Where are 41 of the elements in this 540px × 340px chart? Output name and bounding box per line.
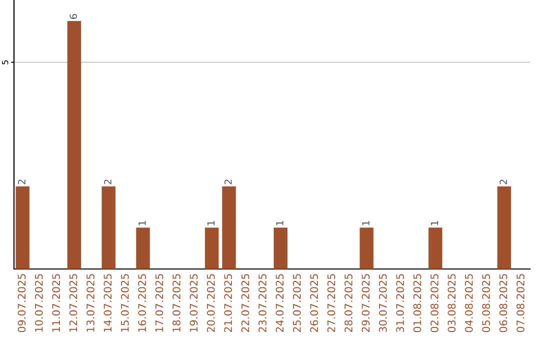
- x-tick-label: 11.07.2025: [52, 274, 60, 332]
- x-tick-label: 01.08.2025: [413, 274, 422, 332]
- x-tick-label: 21.07.2025: [224, 274, 232, 332]
- x-tick-label: 02.08.2025: [430, 274, 438, 332]
- x-tick-label: 22.07.2025: [241, 274, 250, 332]
- x-tick-label: 28.07.2025: [344, 274, 352, 332]
- x-tick-label: 16.07.2025: [138, 274, 146, 332]
- x-tick-label: 13.07.2025: [86, 274, 94, 332]
- x-tick-label: 30.07.2025: [378, 274, 387, 332]
- x-tick-label: 10.07.2025: [34, 274, 43, 332]
- data-label: 2: [104, 180, 112, 184]
- data-label: 2: [224, 180, 232, 184]
- x-tick-label: 23.07.2025: [258, 274, 266, 332]
- x-tick-label: 07.08.2025: [516, 274, 524, 332]
- x-tick-label: 15.07.2025: [120, 274, 129, 332]
- data-label: 1: [276, 220, 284, 226]
- x-tick-label: 06.08.2025: [499, 274, 508, 332]
- x-tick-label: 18.07.2025: [172, 274, 180, 332]
- x-tick-label: 25.07.2025: [292, 274, 301, 332]
- x-tick-label: 03.08.2025: [448, 274, 456, 332]
- x-tick-label: 19.07.2025: [190, 274, 198, 332]
- x-tick-label: 14.07.2025: [104, 274, 112, 332]
- data-label: 1: [138, 220, 146, 226]
- x-tick-label: 27.07.2025: [327, 274, 336, 332]
- x-tick-label: 04.08.2025: [464, 274, 473, 332]
- x-tick-label: 09.07.2025: [18, 274, 26, 332]
- data-label: 2: [500, 180, 507, 184]
- x-tick-label: 12.07.2025: [69, 274, 78, 332]
- x-tick-label: 24.07.2025: [276, 274, 284, 332]
- x-tick-label: 05.08.2025: [482, 274, 490, 332]
- x-tick-label: 20.07.2025: [206, 274, 215, 332]
- data-label: 2: [18, 180, 26, 184]
- data-label: 1: [430, 220, 438, 226]
- x-tick-label: 31.07.2025: [396, 274, 404, 332]
- x-tick-label: 29.07.2025: [362, 274, 370, 332]
- data-label: 6: [70, 14, 78, 19]
- x-tick-label: 26.07.2025: [310, 274, 318, 332]
- y-tick-label: 5: [2, 60, 8, 64]
- x-tick-label: 17.07.2025: [155, 274, 164, 332]
- data-label: 1: [207, 220, 214, 226]
- data-label: 1: [362, 220, 370, 226]
